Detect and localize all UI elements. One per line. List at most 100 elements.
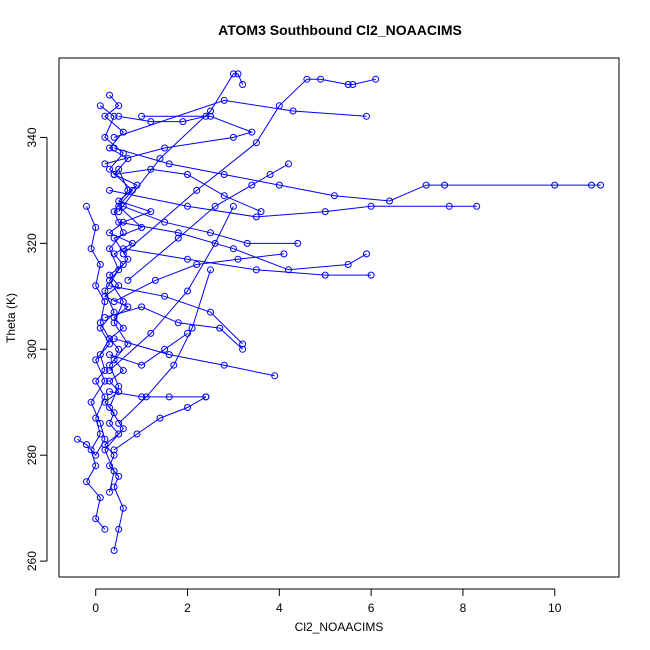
data-point bbox=[119, 261, 127, 268]
data-point bbox=[147, 118, 155, 126]
data-point bbox=[422, 181, 430, 189]
data-point bbox=[202, 112, 210, 120]
data-point bbox=[92, 377, 100, 385]
data-point bbox=[106, 367, 113, 374]
data-point bbox=[101, 393, 109, 401]
data-point bbox=[106, 488, 113, 496]
data-point bbox=[83, 441, 90, 449]
data-point bbox=[96, 261, 104, 268]
data-point bbox=[349, 81, 357, 88]
data-point bbox=[110, 446, 118, 454]
data-point bbox=[165, 160, 173, 168]
data-point bbox=[101, 112, 109, 120]
data-point bbox=[87, 398, 95, 406]
data-point bbox=[165, 393, 173, 401]
data-point bbox=[243, 239, 251, 247]
data-point bbox=[184, 287, 191, 295]
data-point bbox=[115, 472, 123, 480]
series-line bbox=[118, 221, 367, 271]
data-point bbox=[106, 361, 113, 369]
series-layer bbox=[73, 70, 605, 554]
data-point bbox=[124, 255, 132, 263]
data-point bbox=[234, 70, 242, 78]
data-point bbox=[220, 192, 228, 200]
data-point bbox=[96, 102, 104, 110]
data-point bbox=[344, 81, 352, 88]
data-point bbox=[110, 298, 118, 306]
data-point bbox=[106, 91, 113, 99]
chart-title: ATOM3 Southbound Cl2_NOAACIMS bbox=[218, 22, 462, 38]
data-point bbox=[138, 112, 146, 120]
data-point bbox=[101, 298, 109, 306]
data-point bbox=[115, 388, 123, 396]
data-point bbox=[151, 276, 159, 284]
data-point bbox=[147, 208, 155, 216]
data-point bbox=[106, 335, 113, 343]
y-tick-label: 280 bbox=[25, 445, 39, 465]
data-point bbox=[363, 112, 370, 120]
data-point bbox=[106, 404, 113, 411]
series-line bbox=[113, 99, 367, 138]
data-point bbox=[115, 525, 123, 533]
data-point bbox=[161, 345, 169, 353]
series-line bbox=[114, 168, 262, 213]
data-point bbox=[248, 128, 256, 136]
data-point bbox=[92, 515, 100, 523]
series-line bbox=[109, 206, 234, 371]
data-point bbox=[115, 345, 123, 353]
data-point bbox=[161, 144, 169, 152]
data-point bbox=[207, 107, 214, 115]
data-point bbox=[101, 377, 109, 385]
data-point bbox=[92, 224, 100, 231]
data-point bbox=[115, 202, 123, 210]
data-point bbox=[106, 144, 113, 152]
data-point bbox=[252, 139, 260, 147]
data-point bbox=[110, 547, 118, 554]
data-point bbox=[386, 197, 393, 205]
data-point bbox=[280, 250, 288, 258]
y-axis-label: Theta (K) bbox=[4, 293, 18, 343]
series-line bbox=[127, 163, 289, 281]
data-point bbox=[115, 165, 123, 173]
data-point bbox=[321, 271, 329, 279]
data-point bbox=[184, 171, 191, 178]
data-point bbox=[317, 75, 325, 83]
data-point bbox=[110, 250, 118, 258]
data-point bbox=[96, 319, 104, 327]
data-point bbox=[285, 266, 292, 274]
data-point bbox=[101, 314, 109, 321]
data-point bbox=[110, 409, 118, 417]
data-point bbox=[239, 345, 247, 353]
data-point bbox=[115, 208, 123, 216]
data-point bbox=[124, 276, 132, 284]
y-axis: 260 280 300 320 340 bbox=[25, 127, 48, 571]
series-line bbox=[104, 306, 243, 350]
data-point bbox=[184, 255, 191, 263]
data-point bbox=[266, 171, 274, 178]
data-point bbox=[220, 96, 228, 104]
data-point bbox=[229, 70, 237, 78]
x-tick-label: 4 bbox=[276, 601, 283, 615]
data-point bbox=[207, 112, 214, 120]
data-point bbox=[588, 181, 595, 189]
data-point bbox=[138, 303, 146, 311]
data-point bbox=[87, 446, 95, 454]
data-point bbox=[239, 81, 247, 88]
x-tick-label: 10 bbox=[548, 601, 562, 615]
data-point bbox=[133, 430, 141, 438]
series-line bbox=[109, 391, 206, 398]
data-point bbox=[551, 181, 559, 189]
series-line bbox=[118, 269, 211, 424]
data-point bbox=[101, 435, 109, 443]
data-point bbox=[83, 202, 90, 210]
data-point bbox=[229, 133, 237, 141]
data-point bbox=[441, 181, 449, 189]
series-line bbox=[113, 396, 207, 451]
data-point bbox=[372, 75, 380, 83]
data-point bbox=[147, 165, 155, 173]
data-point bbox=[106, 388, 113, 396]
data-point bbox=[101, 287, 109, 295]
data-point bbox=[330, 192, 338, 200]
data-point bbox=[96, 494, 104, 502]
